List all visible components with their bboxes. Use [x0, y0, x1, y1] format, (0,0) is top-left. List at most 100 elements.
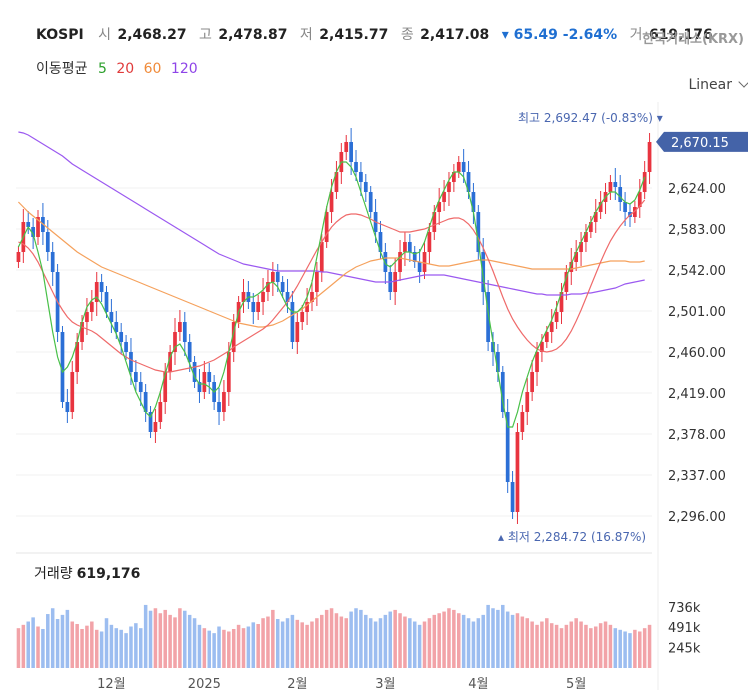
- candle-body: [398, 252, 402, 272]
- candle-body: [290, 302, 295, 342]
- candle-body: [226, 352, 231, 392]
- volume-bar: [359, 609, 363, 668]
- y-tick-label: 2,378.00: [668, 428, 726, 443]
- volume-bar: [153, 608, 158, 668]
- volume-bar: [481, 614, 485, 668]
- min-price-annotation: ▴ 최저 2,284.72 (16.87%): [498, 530, 646, 544]
- volume-bar: [109, 624, 114, 668]
- candle-body: [515, 432, 520, 512]
- candle-body: [623, 202, 627, 212]
- volume-bar: [515, 613, 520, 668]
- volume-bar: [295, 619, 300, 668]
- candle-body: [525, 392, 530, 412]
- volume-bar: [545, 618, 549, 668]
- volume-bar: [114, 628, 119, 668]
- candle-body: [173, 332, 177, 352]
- candle-body: [329, 192, 334, 212]
- candle-body: [45, 232, 50, 252]
- volume-bar: [466, 618, 471, 668]
- change-value: ▾ 65.49 -2.64%: [501, 27, 618, 43]
- candle-body: [134, 372, 138, 382]
- volume-bar: [412, 621, 417, 668]
- volume-bar: [163, 609, 167, 668]
- candle-body: [378, 232, 383, 252]
- volume-bar: [148, 610, 153, 668]
- current-price-tag: [656, 131, 748, 152]
- y-tick-label: 2,296.00: [668, 510, 726, 525]
- volume-bar: [427, 618, 432, 668]
- y-tick-label: 2,624.00: [668, 182, 726, 197]
- volume-value: 619,176: [648, 27, 713, 43]
- candle-body: [422, 252, 427, 272]
- moving-average-legend[interactable]: 이동평균 5 20 60 120: [36, 58, 203, 78]
- candle-body: [427, 232, 432, 252]
- volume-bar: [212, 633, 216, 668]
- candle-body: [124, 342, 128, 352]
- volume-bar: [173, 617, 177, 668]
- volume-bar: [520, 616, 525, 668]
- volume-bar: [285, 618, 290, 668]
- volume-bar: [50, 608, 55, 668]
- volume-bar: [471, 621, 476, 668]
- volume-bar: [266, 616, 270, 668]
- candle-body: [593, 212, 598, 222]
- volume-bar: [354, 608, 358, 668]
- volume-bar: [647, 624, 652, 668]
- volume-bar: [324, 609, 329, 668]
- candle-body: [266, 282, 270, 292]
- y-tick-label: 2,501.00: [668, 305, 726, 320]
- volume-bar: [231, 628, 236, 668]
- volume-bar: [119, 629, 123, 668]
- y-tick-label: 2,583.00: [668, 223, 726, 238]
- x-tick-label: 2월: [287, 677, 307, 692]
- volume-bar: [559, 628, 564, 668]
- candle-body: [315, 272, 319, 292]
- candle-body: [471, 192, 476, 212]
- candle-body: [496, 352, 500, 372]
- volume-bar: [305, 624, 309, 668]
- volume-bar: [398, 613, 402, 668]
- exchange-label: 한국거래소(KRX): [642, 32, 744, 47]
- volume-bar: [168, 614, 172, 668]
- volume-bar: [598, 623, 603, 668]
- volume-bar: [329, 608, 334, 668]
- scale-mode-dropdown[interactable]: Linear: [688, 76, 748, 93]
- candle-body: [505, 412, 510, 482]
- volume-bar: [491, 608, 495, 668]
- volume-bar: [65, 609, 70, 668]
- volume-bar: [315, 618, 319, 668]
- volume-bar: [437, 613, 441, 668]
- volume-bar: [403, 616, 407, 668]
- volume-bar: [197, 624, 202, 668]
- candle-body: [251, 302, 256, 312]
- volume-bar: [334, 613, 339, 668]
- volume-bar: [178, 608, 182, 668]
- volume-bar: [638, 631, 642, 668]
- volume-bar: [217, 626, 221, 668]
- candle-body: [412, 252, 417, 262]
- candle-body: [456, 162, 461, 172]
- current-price-label: 2,670.15: [671, 136, 729, 151]
- volume-bar: [447, 608, 451, 668]
- y-tick-label: 2,460.00: [668, 346, 726, 361]
- volume-title-value: 619,176: [76, 566, 141, 582]
- volume-bar: [476, 618, 481, 668]
- volume-bar: [496, 609, 500, 668]
- ma-period-120: 120: [170, 61, 198, 77]
- candle-body: [85, 312, 89, 322]
- volume-bar: [608, 624, 613, 668]
- volume-bar: [368, 618, 373, 668]
- candle-body: [70, 372, 75, 412]
- candle-body: [549, 322, 554, 332]
- candle-body: [349, 142, 353, 162]
- candle-body: [633, 207, 637, 217]
- moving-average-label: 이동평균: [36, 61, 88, 77]
- volume-bar: [251, 622, 256, 668]
- volume-label: 거: [629, 27, 643, 43]
- close-value: 2,417.08: [420, 27, 490, 43]
- volume-bar: [593, 626, 598, 668]
- candle-body: [275, 272, 280, 282]
- candle-body: [344, 142, 349, 152]
- candle-body: [129, 352, 133, 372]
